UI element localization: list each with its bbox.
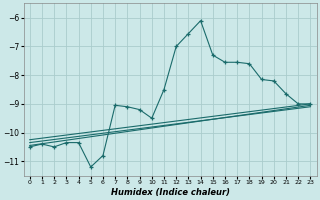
X-axis label: Humidex (Indice chaleur): Humidex (Indice chaleur) — [111, 188, 229, 197]
